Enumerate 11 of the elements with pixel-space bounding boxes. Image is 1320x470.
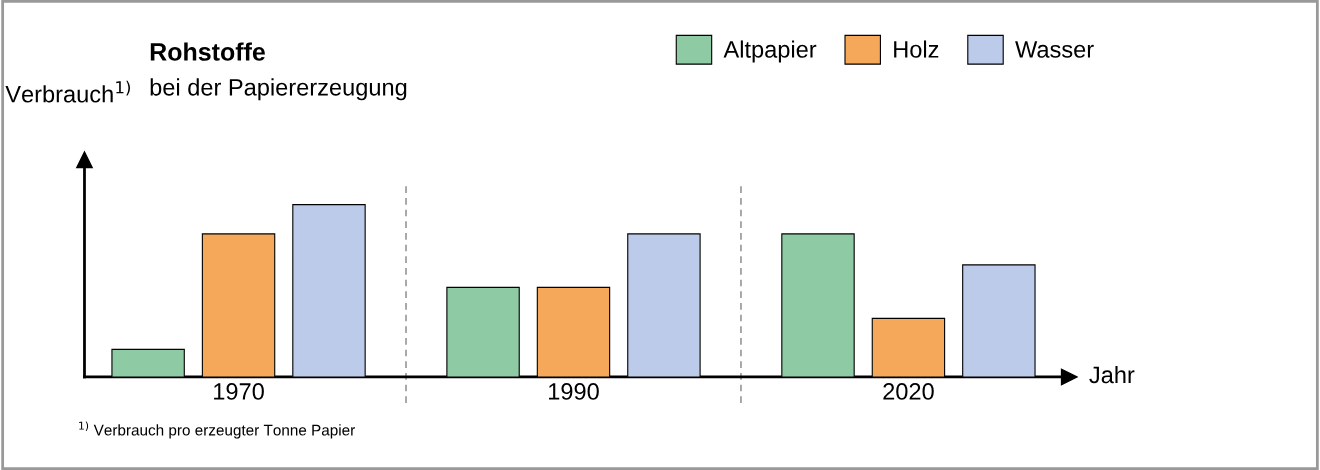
x-tick-label: 1990 <box>549 383 599 400</box>
y-axis-title: Verbrauch$^{1)}$ <box>5 80 130 103</box>
chart-title: Rohstoffe <box>150 42 265 61</box>
x-tick-label: 2020 <box>883 383 934 400</box>
text: $^{1)}$ Verbrauch pro erzeugter Tonne Papier <box>79 421 355 439</box>
legend-label: Wasser <box>1015 41 1094 58</box>
x-axis-title: Jahr <box>1089 365 1135 384</box>
chart-subtitle: bei der Papiererzeugung <box>150 78 407 101</box>
x-tick-label: 1970 <box>214 383 264 400</box>
legend-label: Altpapier <box>723 40 817 63</box>
legend-label: Holz <box>894 40 939 58</box>
